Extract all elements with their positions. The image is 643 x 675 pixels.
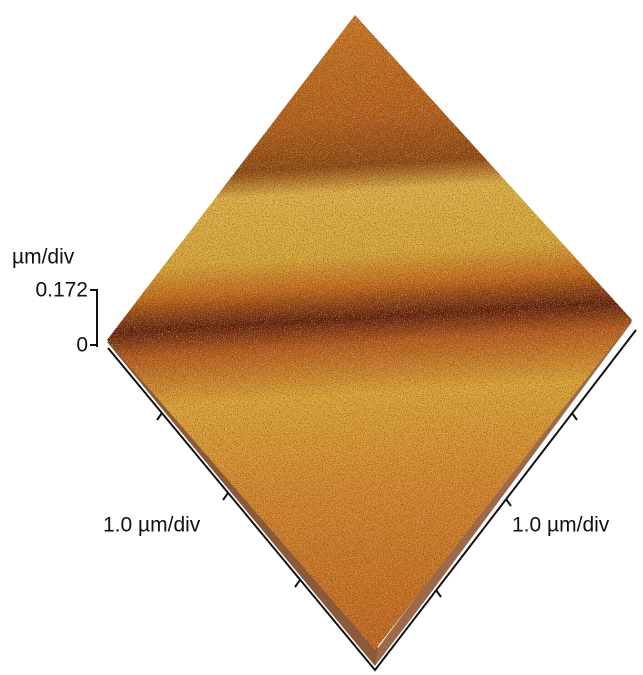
side-face [375,318,632,668]
y-axis-label: 1.0 µm/div [512,514,610,537]
surface [107,15,632,650]
axes [96,290,638,675]
z-axis-label: µm/div [12,246,75,269]
x-axis-label: 1.0 µm/div [103,514,201,537]
z-tick-label: 0 [76,334,88,357]
z-tick-label: 0.172 [35,279,88,302]
side-face [107,340,380,668]
